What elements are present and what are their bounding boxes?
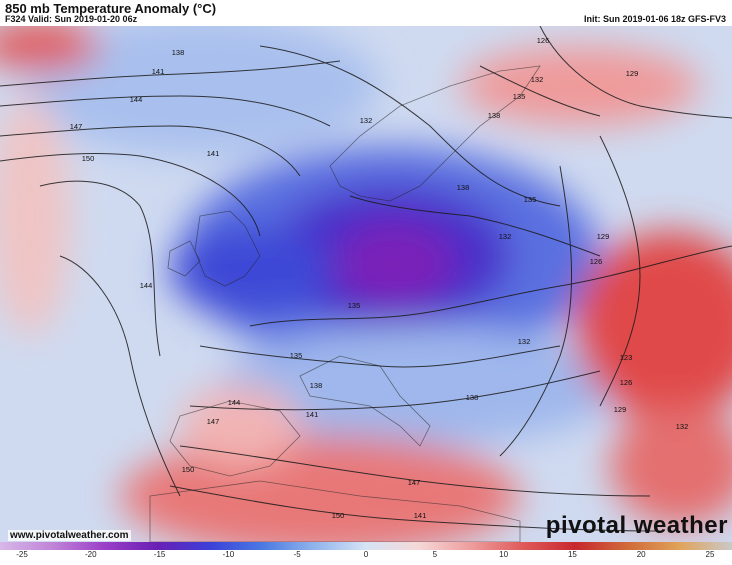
valid-time: F324 Valid: Sun 2019-01-20 06z [5, 14, 138, 24]
contour-label: 147 [408, 478, 421, 487]
colorbar-tick-label: -10 [222, 550, 235, 559]
website-credit: www.pivotalweather.com [8, 530, 131, 541]
anomaly-field [0, 26, 732, 542]
contour-label-group: 138 141 144 147 150 126 132 129 135 138 … [70, 36, 689, 520]
colorbar-tick-label: 15 [567, 550, 577, 559]
contour-label: 138 [172, 48, 185, 57]
cold-anomaly-west [170, 226, 330, 316]
contour-label: 144 [140, 281, 153, 290]
init-time: Init: Sun 2019-01-06 18z GFS-FV3 [583, 14, 726, 24]
contour-label: 138 [488, 111, 501, 120]
colorbar-tick-label: -5 [293, 550, 301, 559]
contour-label: 150 [332, 511, 345, 520]
coastlines [149, 65, 541, 542]
contour-label: 129 [614, 405, 627, 414]
contour-label: 126 [537, 36, 550, 45]
colorbar-tick-label: 20 [636, 550, 646, 559]
header: 850 mb Temperature Anomaly (°C) F324 Val… [0, 0, 732, 24]
contour-label: 129 [626, 69, 639, 78]
temperature-anomaly-map: 138 141 144 147 150 126 132 129 135 138 … [0, 26, 732, 542]
contour-label: 138 [310, 381, 323, 390]
contour-label: 129 [597, 232, 610, 241]
contour-label: 132 [499, 232, 512, 241]
colorbar: -25 -20 -15 -10 -5 0 5 10 15 20 25 [0, 542, 732, 565]
warm-anomaly-iberia [180, 386, 300, 466]
height-contours [0, 26, 732, 532]
contour-label: 141 [152, 67, 165, 76]
contour-label: 132 [360, 116, 373, 125]
colorbar-tick-label: 25 [705, 550, 715, 559]
contour-label: 144 [228, 398, 241, 407]
colorbar-tick-label: 0 [363, 550, 369, 559]
contour-label: 150 [182, 465, 195, 474]
contour-label: 141 [306, 410, 319, 419]
contour-label: 150 [82, 154, 95, 163]
brand-logo: pivotal weather [545, 512, 728, 539]
cool-anomaly-south [220, 326, 620, 446]
contour-label: 135 [513, 92, 526, 101]
contour-label: 123 [620, 353, 633, 362]
contour-label: 138 [457, 183, 470, 192]
cool-anomaly-north [20, 26, 380, 156]
colorbar-tick-label: -25 [16, 550, 28, 559]
contour-label: 135 [290, 351, 303, 360]
contour-label: 141 [207, 149, 220, 158]
colorbar-tick-label: -15 [153, 550, 166, 559]
contour-label: 126 [620, 378, 633, 387]
contour-label: 147 [70, 122, 83, 131]
contour-label: 138 [466, 393, 479, 402]
contour-label: 126 [590, 257, 603, 266]
contour-label: 147 [207, 417, 220, 426]
contour-label: 132 [531, 75, 544, 84]
map-title: 850 mb Temperature Anomaly (°C) [5, 1, 217, 16]
warm-anomaly-atlantic [0, 96, 70, 336]
colorbar-tick-label: 5 [432, 550, 438, 559]
warm-anomaly-northwest [0, 26, 100, 71]
colorbar-gradient [0, 542, 732, 550]
colorbar-tick-label: -20 [85, 550, 97, 559]
contour-label: 132 [676, 422, 689, 431]
cold-anomaly-core [335, 222, 455, 306]
contour-label: 135 [348, 301, 361, 310]
contour-label: 135 [524, 195, 537, 204]
contour-label: 132 [518, 337, 531, 346]
contour-label: 144 [130, 95, 143, 104]
warm-anomaly-east [575, 231, 732, 421]
colorbar-tick-label: 10 [499, 550, 509, 559]
contour-label: 141 [414, 511, 427, 520]
